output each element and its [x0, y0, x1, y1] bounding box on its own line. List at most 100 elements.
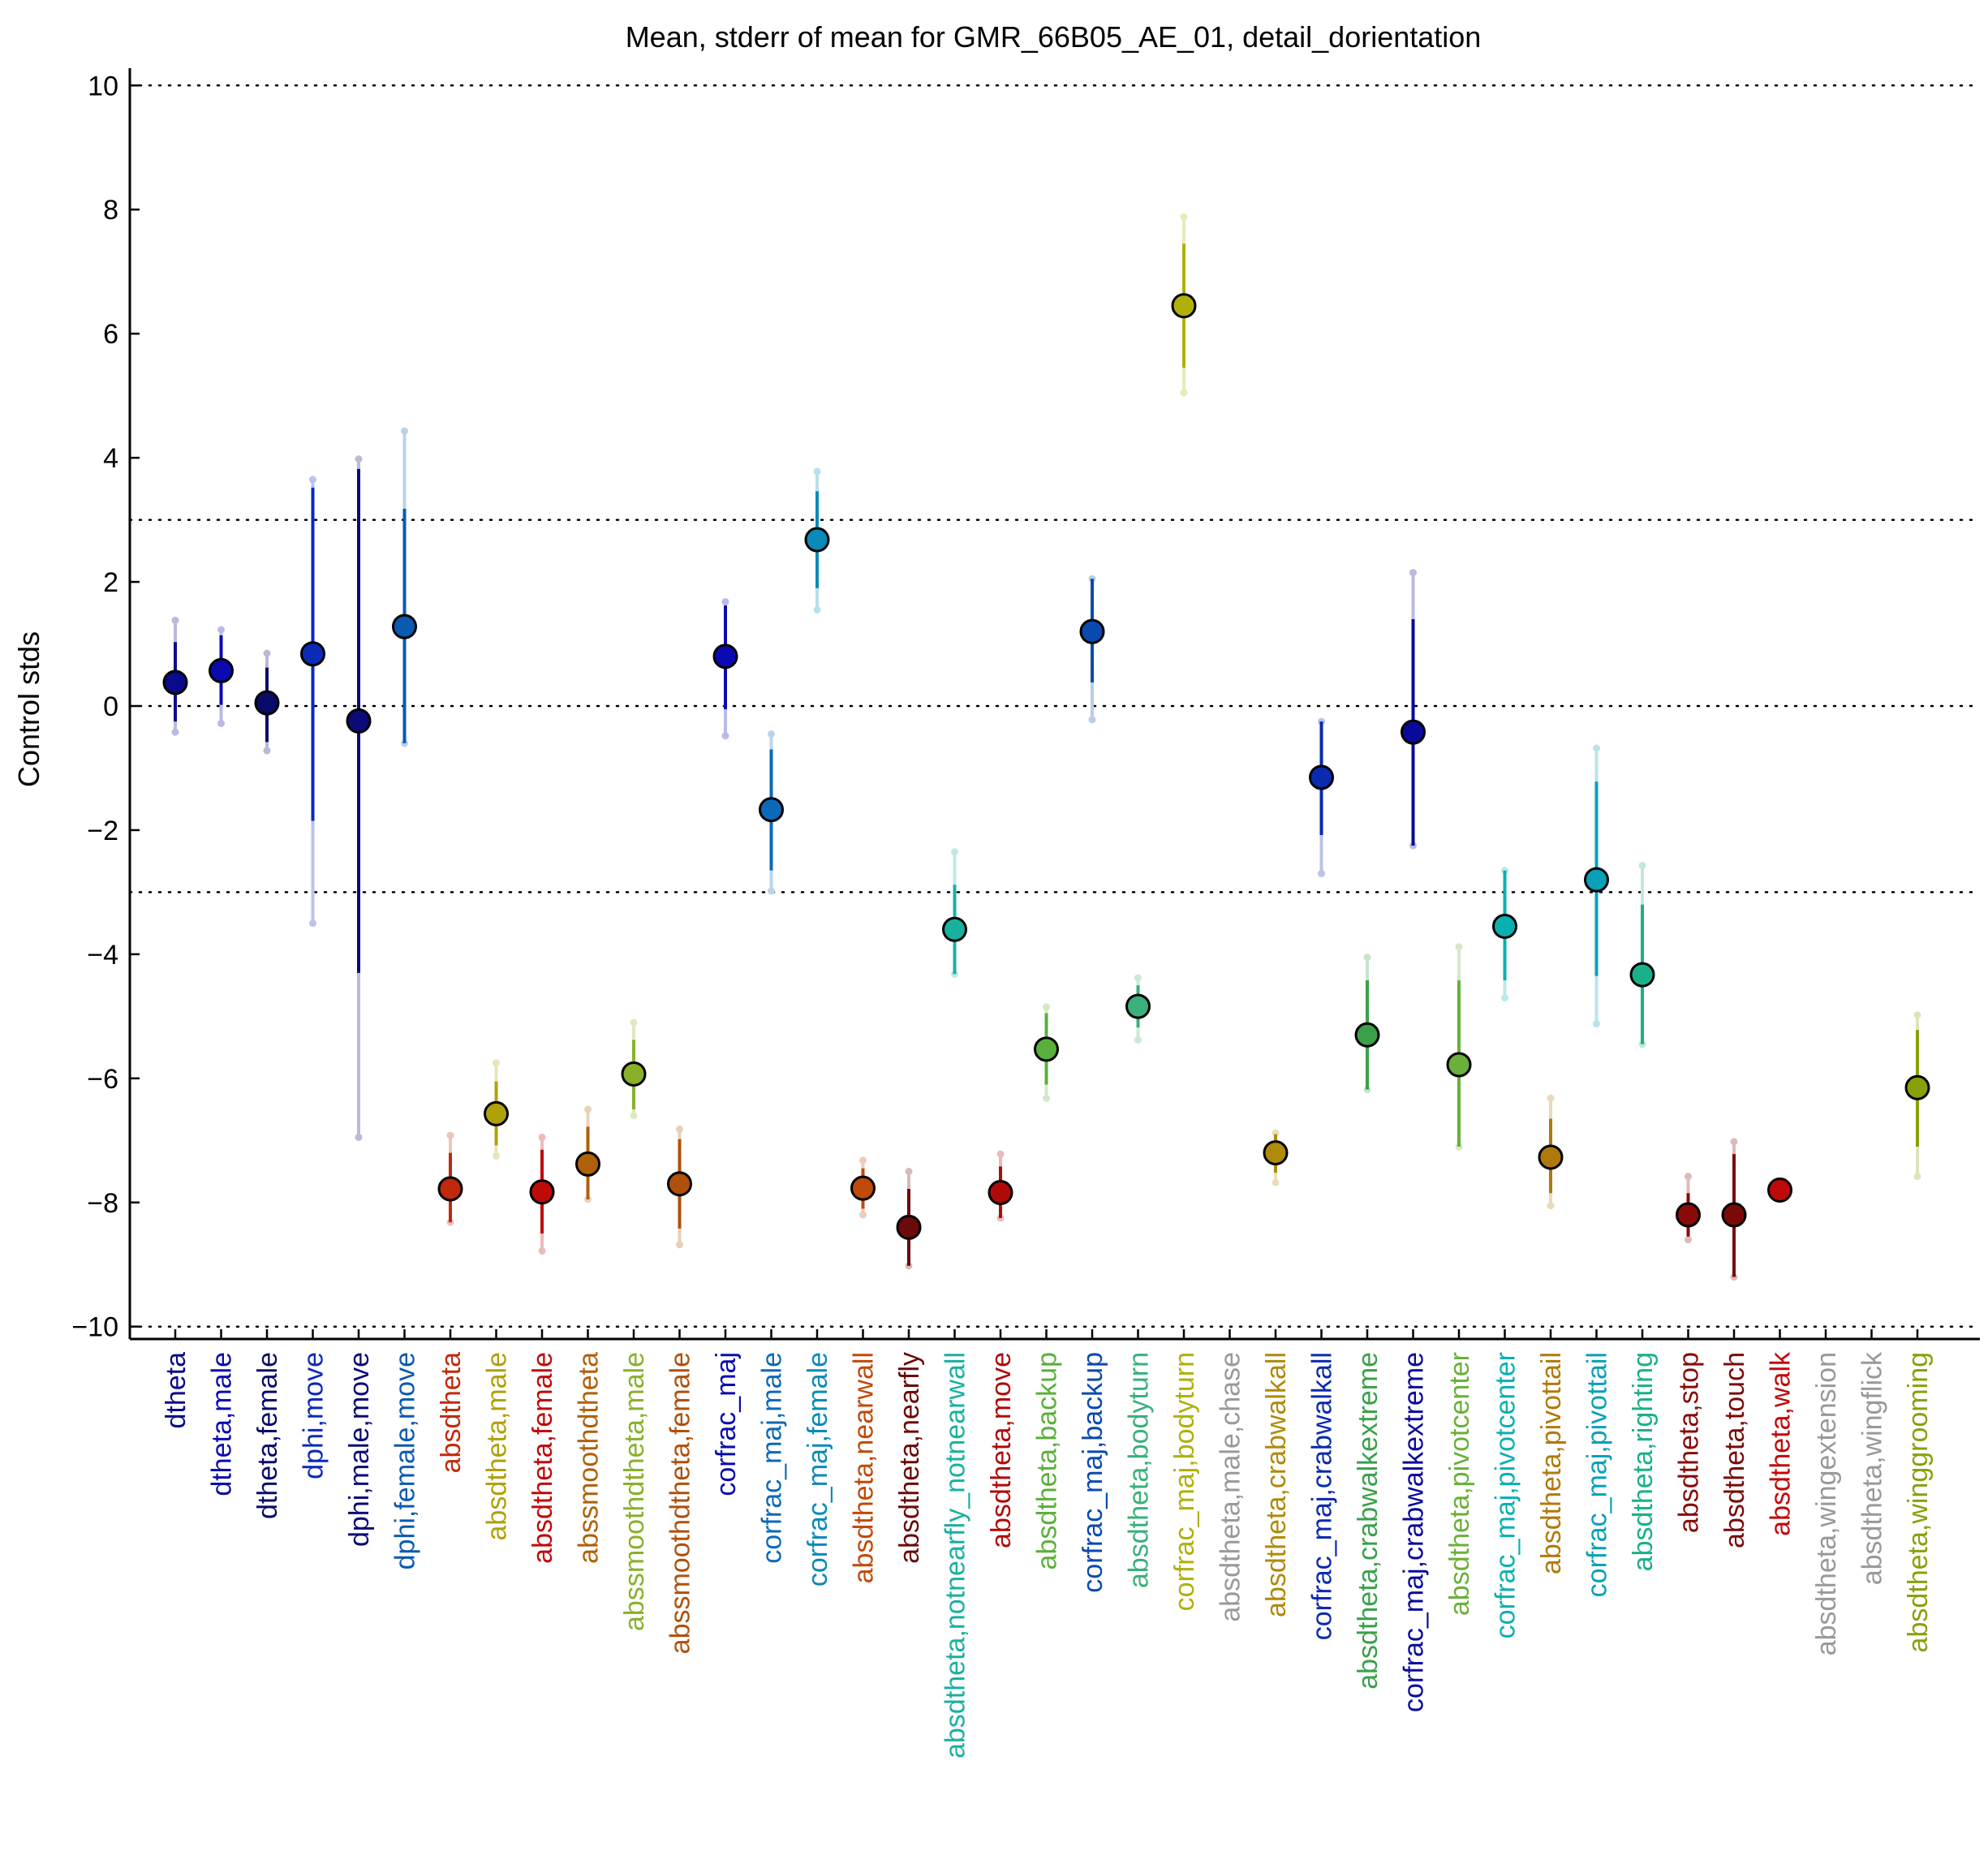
mean-point	[1676, 1202, 1701, 1228]
y-tick-label: −8	[87, 1188, 118, 1219]
category-label: abssmoothdtheta	[574, 1352, 605, 1564]
mean-point	[896, 1214, 922, 1240]
errorbar-group	[1904, 1011, 1930, 1181]
category-label: dtheta,male	[207, 1352, 238, 1496]
mean-point	[575, 1151, 600, 1177]
category-labels: dtheta dtheta,male dtheta,female dphi,move d…	[161, 1351, 1934, 1759]
y-tick-label: 6	[103, 319, 118, 350]
range-high-point	[1593, 744, 1600, 752]
mean-point	[1034, 1036, 1059, 1062]
y-axis-ticks: −10 −8 −6 −4 −2 0 2 4 6 8 10	[71, 71, 140, 1343]
mean-point	[529, 1179, 555, 1205]
range-low-point	[1134, 1035, 1142, 1044]
range-low-point	[538, 1246, 546, 1255]
category-label: corfrac_maj	[711, 1352, 742, 1496]
range-high-point	[813, 467, 821, 476]
range-high-point	[1638, 862, 1646, 870]
category-label: corfrac_maj,crabwalkextreme	[1399, 1352, 1430, 1712]
range-low-point	[859, 1211, 867, 1219]
category-label: absdtheta,touch	[1719, 1352, 1750, 1548]
mean-point	[1904, 1074, 1930, 1100]
range-high-point	[676, 1126, 683, 1134]
range-low-point	[1180, 389, 1188, 397]
y-axis-label: Control stds	[12, 631, 45, 787]
errorbar-group	[942, 848, 967, 978]
range-high-point	[1455, 943, 1463, 951]
range-high-point	[859, 1156, 867, 1165]
category-label: absdtheta,male	[482, 1352, 513, 1541]
range-high-point	[446, 1131, 454, 1139]
category-label: corfrac_maj,backup	[1078, 1352, 1108, 1593]
mean-point	[437, 1176, 463, 1202]
y-tick-label: 4	[103, 443, 118, 474]
mean-point	[1263, 1140, 1289, 1166]
range-high-point	[171, 616, 179, 624]
y-tick-label: 10	[88, 71, 118, 101]
range-low-point	[768, 887, 775, 895]
range-low-point	[1043, 1094, 1050, 1102]
range-high-point	[355, 455, 363, 463]
range-high-point	[1134, 974, 1142, 982]
category-label: absdtheta,pivotcenter	[1444, 1352, 1475, 1616]
category-label: absdtheta,notnearfly_notnearwall	[940, 1352, 971, 1759]
reference-lines	[128, 84, 1982, 1328]
range-low-point	[1913, 1173, 1921, 1181]
mean-point	[1584, 867, 1609, 893]
range-high-point	[768, 730, 775, 738]
category-label: absdtheta,backup	[1032, 1352, 1063, 1569]
errorbar-group	[1676, 1173, 1701, 1244]
mean-point	[346, 708, 372, 734]
errorbar-group	[1263, 1129, 1289, 1186]
mean-point	[1309, 764, 1334, 790]
category-label: dphi,move	[299, 1352, 329, 1479]
category-label: absdtheta,wingextension	[1811, 1352, 1842, 1655]
range-high-point	[584, 1105, 592, 1113]
errorbar-group	[850, 1156, 876, 1219]
range-low-point	[171, 728, 179, 736]
errorbar-group	[1767, 1177, 1792, 1203]
chart-title: Mean, stderr of mean for GMR_66B05_AE_01…	[626, 20, 1482, 54]
range-high-point	[1913, 1011, 1921, 1019]
range-low-point	[355, 1133, 363, 1141]
y-tick-label: 2	[103, 567, 118, 598]
mean-point	[1629, 962, 1655, 988]
y-tick-label: −2	[87, 816, 118, 846]
mean-point	[254, 690, 280, 716]
category-label: absdtheta,crabwalkextreme	[1353, 1352, 1383, 1690]
category-label: absdtheta,pivottail	[1536, 1352, 1567, 1574]
range-high-point	[1409, 569, 1417, 577]
mean-point	[1721, 1202, 1747, 1228]
range-high-point	[996, 1150, 1005, 1158]
category-label: corfrac_maj,bodyturn	[1169, 1352, 1200, 1611]
mean-point	[1125, 993, 1151, 1019]
mean-point	[1767, 1177, 1792, 1203]
errorbar-group	[759, 730, 784, 895]
category-label: absdtheta	[436, 1352, 467, 1473]
mean-point	[162, 670, 188, 695]
range-high-point	[493, 1059, 500, 1067]
y-tick-label: 0	[103, 691, 118, 722]
mean-point	[1171, 293, 1197, 319]
mean-point	[209, 657, 234, 683]
range-low-point	[1088, 716, 1096, 724]
errorbar-group	[1401, 569, 1426, 850]
errorbar-group	[1309, 717, 1334, 877]
range-high-point	[1363, 954, 1371, 962]
mean-point	[484, 1100, 509, 1126]
category-label: absdtheta,bodyturn	[1124, 1352, 1155, 1588]
range-high-point	[1730, 1138, 1738, 1146]
errorbar-group	[1171, 213, 1197, 397]
range-low-point	[309, 919, 316, 928]
errorbar-group	[621, 1018, 647, 1120]
mean-point	[621, 1061, 647, 1087]
range-low-point	[1593, 1020, 1600, 1028]
range-high-point	[1685, 1173, 1692, 1181]
errorbar-group	[1125, 974, 1151, 1044]
errorbar-group	[254, 649, 280, 755]
mean-point	[1492, 913, 1517, 939]
category-label: abssmoothdtheta,male	[619, 1352, 650, 1631]
errorbar-group	[437, 1131, 463, 1226]
errorbar-group	[988, 1150, 1013, 1222]
range-low-point	[493, 1152, 500, 1160]
range-low-point	[1501, 993, 1508, 1001]
